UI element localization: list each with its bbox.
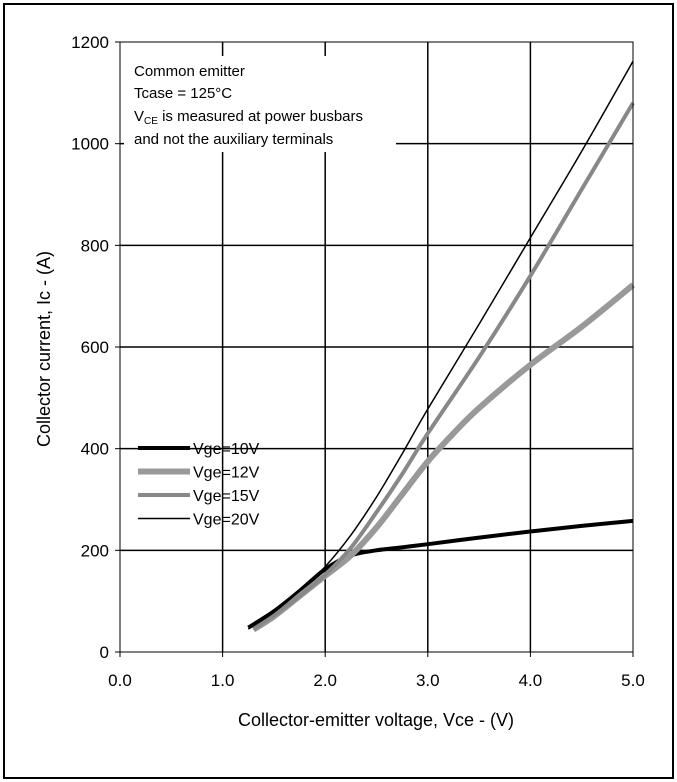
- x-tick-labels: 0.0 1.0 2.0 3.0 4.0 5.0: [108, 671, 645, 690]
- legend: Vge=10V Vge=12V Vge=15V Vge=20V: [138, 441, 260, 529]
- x-axis-title: Collector-emitter voltage, Vce - (V): [238, 710, 514, 730]
- series-line-vge-20v: [247, 60, 634, 630]
- annotation-line-1: Common emitter: [134, 63, 245, 80]
- y-tick-label: 200: [81, 541, 109, 560]
- chart-frame: [3, 3, 674, 779]
- annotation-line-3: VCE is measured at power busbars: [134, 108, 363, 127]
- series-line-vge-10v: [247, 518, 634, 630]
- series-line-vge-12v: [251, 282, 635, 633]
- x-tick-label: 1.0: [211, 671, 235, 690]
- annotation-background: [124, 56, 396, 152]
- x-tick-label: 2.0: [313, 671, 337, 690]
- y-axis-title: Collector current, Ic - (A): [34, 251, 54, 447]
- legend-label-vge-12v: Vge=12V: [193, 465, 260, 482]
- x-tick-label: 0.0: [108, 671, 132, 690]
- annotation-line-3-suffix: is measured at power busbars: [158, 108, 363, 125]
- x-tick-label: 3.0: [416, 671, 440, 690]
- y-tick-label: 0: [100, 643, 109, 662]
- x-tick-label: 5.0: [621, 671, 645, 690]
- series-layer: [247, 60, 635, 633]
- y-tick-label: 600: [81, 338, 109, 357]
- plot-border: [119, 41, 634, 653]
- y-tick-label: 400: [81, 440, 109, 459]
- y-tick-label: 1000: [71, 135, 109, 154]
- y-tick-labels: 0 200 400 600 800 1000 1200: [71, 33, 109, 662]
- annotation-line-3-subscript: CE: [144, 116, 158, 127]
- annotation-line-2: Tcase = 125°C: [134, 85, 232, 102]
- legend-label-vge-20v: Vge=20V: [193, 512, 260, 529]
- legend-label-vge-15v: Vge=15V: [193, 488, 260, 505]
- x-tick-label: 4.0: [519, 671, 543, 690]
- series-line-vge-15v: [252, 101, 635, 631]
- y-tick-label: 800: [81, 236, 109, 255]
- annotation-line-4: and not the auxiliary terminals: [134, 131, 333, 148]
- legend-label-vge-10v: Vge=10V: [193, 441, 260, 458]
- annotation-line-3-prefix: V: [134, 108, 144, 125]
- annotation-block: Common emitter Tcase = 125°C VCE is meas…: [134, 63, 363, 148]
- y-tick-label: 1200: [71, 33, 109, 52]
